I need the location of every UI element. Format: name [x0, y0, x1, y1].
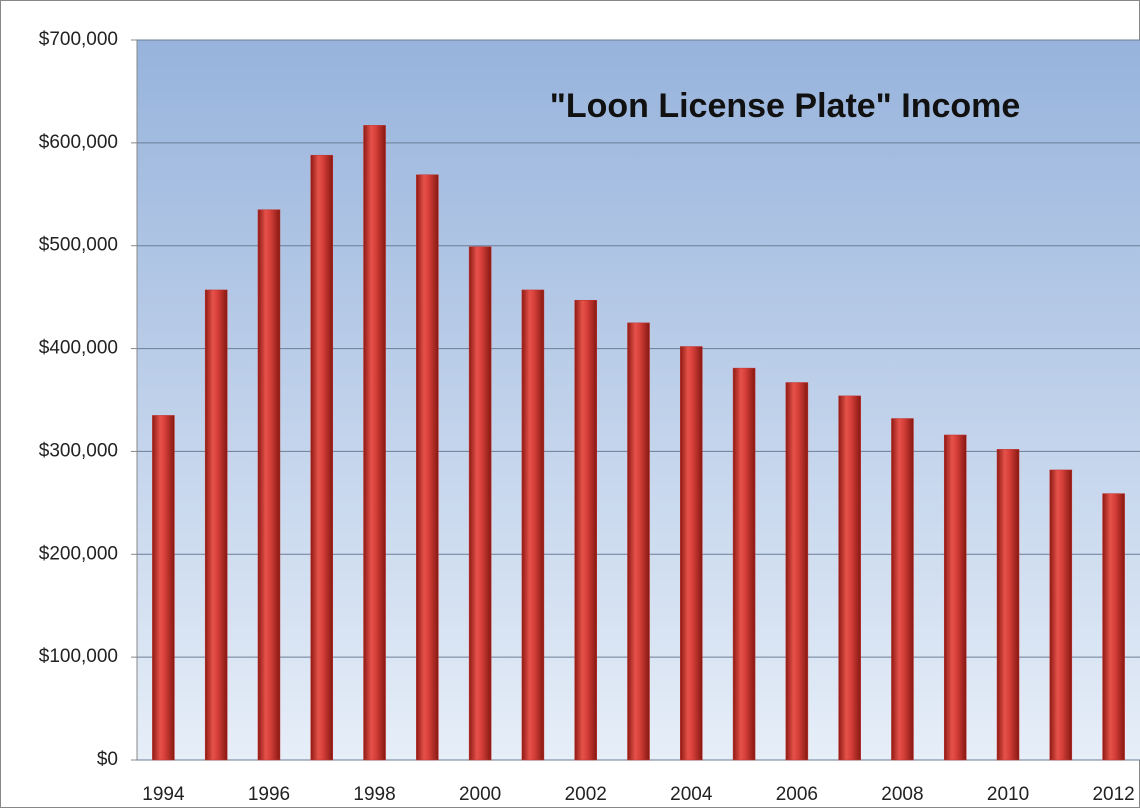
bar: [785, 382, 809, 761]
x-tick-label: 1994: [142, 784, 185, 805]
y-tick-label: $0: [97, 749, 118, 770]
bar: [310, 154, 334, 761]
y-tick-label: $600,000: [39, 132, 118, 153]
bar: [943, 434, 967, 761]
bar: [838, 395, 861, 761]
chart-title: "Loon License Plate" Income: [550, 87, 1021, 125]
y-tick-label: $700,000: [39, 29, 118, 50]
bar: [732, 367, 756, 761]
x-tick-label: 2000: [459, 784, 501, 805]
x-tick-label: 2012: [1092, 784, 1134, 805]
x-tick-label: 2008: [881, 784, 923, 805]
bar: [257, 209, 281, 761]
bar: [521, 289, 545, 761]
x-tick-label: 2006: [776, 784, 818, 805]
x-tick-label: 1996: [248, 784, 290, 805]
bar: [1102, 493, 1125, 761]
bar: [1049, 469, 1073, 761]
bar: [574, 299, 597, 761]
y-tick-label: $500,000: [39, 235, 118, 256]
bar: [891, 418, 914, 761]
x-tick-label: 1998: [353, 784, 395, 805]
bar: [204, 289, 228, 761]
y-tick-label: $100,000: [39, 646, 118, 667]
x-tick-label: 2002: [565, 784, 607, 805]
bar: [152, 415, 175, 761]
bar: [416, 174, 439, 761]
bar: [680, 346, 703, 761]
bar: [468, 246, 492, 761]
bar: [627, 322, 650, 761]
x-tick-label: 2010: [987, 784, 1029, 805]
x-tick-label: 2004: [670, 784, 713, 805]
y-tick-label: $200,000: [39, 543, 118, 564]
bar: [996, 449, 1020, 761]
y-tick-label: $400,000: [39, 338, 118, 359]
bar: [363, 125, 386, 761]
y-tick-label: $300,000: [39, 440, 118, 461]
